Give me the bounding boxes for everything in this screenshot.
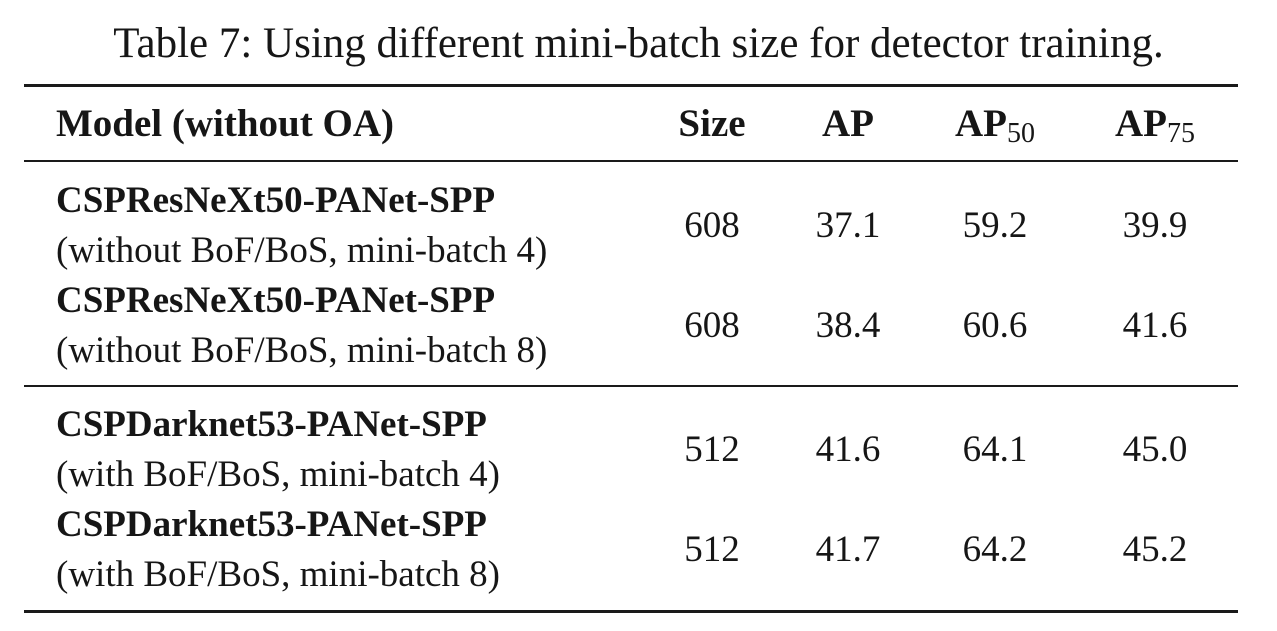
- header-model: Model (without OA): [56, 102, 394, 145]
- group-rule: [24, 385, 1238, 387]
- model-note: (with BoF/BoS, mini-batch 8): [56, 554, 500, 595]
- table-row-4-model: CSPDarknet53-PANet-SPP (with BoF/BoS, mi…: [56, 500, 696, 600]
- table-row-1-size: 608: [684, 205, 740, 246]
- table-row-4-ap75: 45.2: [1122, 529, 1188, 570]
- table-row-4-size: 512: [684, 529, 740, 570]
- model-note: (with BoF/BoS, mini-batch 4): [56, 454, 500, 495]
- header-ap50-subscript: 50: [1007, 118, 1035, 149]
- model-name: CSPResNeXt50-PANet-SPP: [56, 180, 496, 221]
- table-row-3-ap75: 45.0: [1122, 429, 1188, 470]
- header-ap: AP: [822, 102, 874, 145]
- model-note: (without BoF/BoS, mini-batch 8): [56, 330, 548, 371]
- header-rule: [24, 160, 1238, 162]
- header-ap75-base: AP: [1115, 102, 1167, 145]
- header-size: Size: [678, 102, 746, 145]
- top-rule: [24, 84, 1238, 87]
- table-row-3-size: 512: [684, 429, 740, 470]
- header-ap75: AP75: [1115, 98, 1195, 150]
- table-row-3-model: CSPDarknet53-PANet-SPP (with BoF/BoS, mi…: [56, 400, 696, 500]
- table-row-2-size: 608: [684, 305, 740, 346]
- model-name: CSPDarknet53-PANet-SPP: [56, 504, 487, 545]
- table-row-2-ap75: 41.6: [1122, 305, 1188, 346]
- table-row-4-ap50: 64.2: [962, 529, 1028, 570]
- model-name: CSPResNeXt50-PANet-SPP: [56, 280, 496, 321]
- header-ap75-subscript: 75: [1167, 118, 1195, 149]
- model-name: CSPDarknet53-PANet-SPP: [56, 404, 487, 445]
- model-note: (without BoF/BoS, mini-batch 4): [56, 230, 548, 271]
- bottom-rule: [24, 610, 1238, 613]
- table-row-2-model: CSPResNeXt50-PANet-SPP (without BoF/BoS,…: [56, 276, 696, 376]
- table-row-1-ap: 37.1: [815, 205, 881, 246]
- table-row-2-ap50: 60.6: [962, 305, 1028, 346]
- table-row-3-ap: 41.6: [815, 429, 881, 470]
- header-ap50-base: AP: [955, 102, 1007, 145]
- table-row-2-ap: 38.4: [815, 305, 881, 346]
- table-row-1-model: CSPResNeXt50-PANet-SPP (without BoF/BoS,…: [56, 176, 696, 276]
- table-row-3-ap50: 64.1: [962, 429, 1028, 470]
- header-ap50: AP50: [955, 98, 1035, 150]
- table-row-4-ap: 41.7: [815, 529, 881, 570]
- table-row-1-ap50: 59.2: [962, 205, 1028, 246]
- table-caption: Table 7: Using different mini-batch size…: [113, 20, 1164, 67]
- table-row-1-ap75: 39.9: [1122, 205, 1188, 246]
